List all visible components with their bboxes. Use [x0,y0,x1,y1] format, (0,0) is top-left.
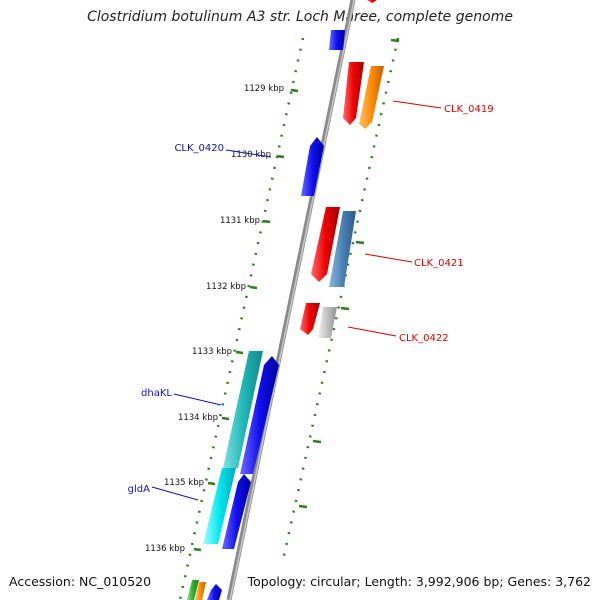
gene-label-clk-0421[interactable]: CLK_0421 [414,258,464,269]
cds-feature-red-0421[interactable] [311,207,340,282]
gene-label-clk-0420[interactable]: CLK_0420 [174,143,224,154]
cds-feature-glda[interactable] [203,468,236,544]
leader-line-glda [151,486,199,501]
leader-line-clk-0419 [392,100,442,109]
genome-summary: Topology: circular; Length: 3,992,906 bp… [247,574,591,589]
gene-label-clk-0422[interactable]: CLK_0422 [399,333,449,344]
tick-label-1134: 1134 kbp [178,413,218,423]
gene-label-glda[interactable]: gldA [128,484,150,495]
gene-label-clk-0419[interactable]: CLK_0419 [444,104,494,115]
genome-backbone [226,0,356,600]
tick-label-1133: 1133 kbp [192,347,232,357]
tick-label-1130: 1130 kbp [231,150,271,160]
accession-label: Accession: NC_010520 [9,574,152,589]
tick-label-1129: 1129 kbp [244,84,284,94]
cds-feature-blue-glda[interactable] [222,474,251,549]
tick-label-1136: 1136 kbp [145,544,185,554]
cds-feature-top-blue[interactable] [329,30,345,50]
inner-track [178,37,305,600]
cds-feature-red-0419[interactable] [343,62,364,125]
gene-label-dhakl[interactable]: dhaKL [141,388,172,399]
cds-feature-blue-dhakl[interactable] [240,356,279,474]
tick-label-1135: 1135 kbp [164,478,204,488]
map-title: Clostridium botulinum A3 str. Loch Maree… [87,9,513,25]
cds-feature-dhakl[interactable] [223,351,263,468]
cds-feature-bottom-orange[interactable] [195,582,206,600]
scale-tick-marks [193,88,299,552]
leader-line-dhakl [173,393,222,406]
outer-track [281,37,400,561]
cds-feature-clk-0419[interactable] [359,66,384,129]
leader-line-clk-0421 [364,253,413,263]
cds-feature-top-red[interactable] [367,0,377,3]
cds-feature-red-0422[interactable] [300,303,320,335]
cds-feature-bottom-blue[interactable] [207,584,222,600]
cds-feature-clk-0420[interactable] [301,137,324,196]
tick-label-1132: 1132 kbp [206,282,246,292]
cds-feature-clk-0422[interactable] [318,307,337,338]
tick-label-1131: 1131 kbp [220,216,260,226]
leader-line-clk-0422 [347,326,397,337]
cds-feature-clk-0421[interactable] [329,211,356,287]
leader-line-clk-0420 [225,149,272,158]
cds-feature-bottom-green[interactable] [187,580,199,600]
